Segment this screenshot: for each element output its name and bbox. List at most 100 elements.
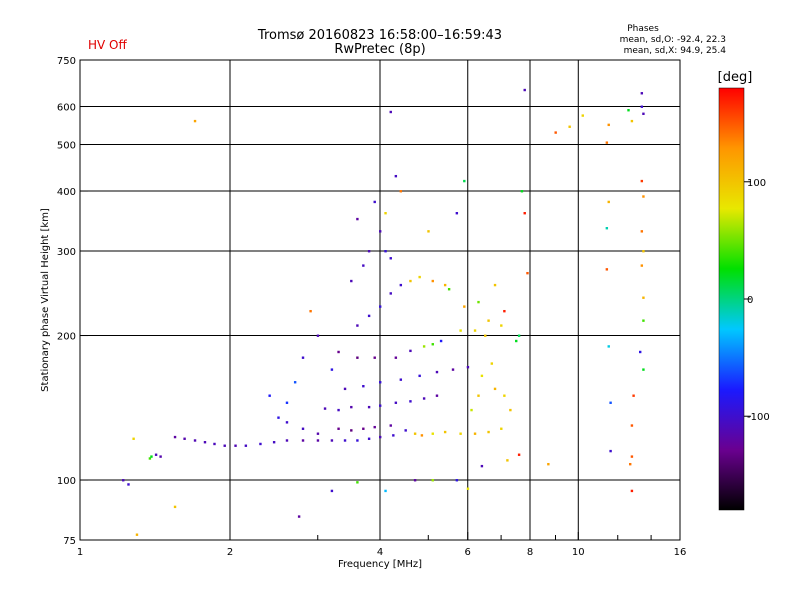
data-point [413, 432, 417, 435]
data-point [259, 442, 262, 446]
data-point [607, 200, 610, 204]
status-label: HV Off [88, 38, 127, 52]
data-point [435, 394, 439, 397]
data-point [373, 200, 376, 204]
colorbar [718, 87, 745, 511]
data-point [500, 324, 503, 327]
data-point [443, 283, 447, 287]
data-point [523, 88, 526, 92]
data-point [503, 309, 506, 313]
data-point [642, 296, 645, 299]
data-point [379, 230, 382, 233]
data-point [389, 292, 392, 295]
data-point [640, 264, 644, 267]
data-point [277, 416, 280, 419]
data-point [642, 112, 645, 115]
data-point [431, 479, 434, 482]
data-point [132, 437, 135, 440]
data-point [605, 268, 609, 271]
data-point [605, 227, 609, 230]
data-point [343, 387, 347, 391]
colorbar-label: [deg] [718, 70, 753, 85]
x-tick-label: 10 [572, 547, 585, 558]
data-point [301, 427, 305, 430]
grid-lines [80, 60, 680, 540]
data-point [484, 334, 487, 337]
data-point [609, 401, 612, 404]
y-axis-label: Stationary phase Virtual Height [km] [40, 208, 51, 392]
data-point [389, 110, 392, 114]
data-point [487, 319, 490, 322]
data-point [418, 374, 421, 378]
data-point [268, 394, 271, 397]
data-point [394, 401, 398, 404]
data-point [547, 462, 550, 466]
y-axis: 75 100 200 300 400 500 600 750 [57, 56, 88, 547]
data-point [435, 370, 439, 374]
data-point [350, 405, 353, 409]
data-point [193, 119, 197, 123]
y-tick-label: 600 [57, 103, 76, 114]
data-point [409, 400, 412, 403]
data-point [480, 464, 484, 468]
data-point [293, 381, 297, 384]
stats-title: Phases [627, 24, 659, 34]
data-point [379, 404, 382, 407]
data-point [193, 439, 197, 442]
data-point [500, 427, 503, 430]
data-point [135, 533, 139, 536]
data-point [330, 439, 334, 442]
data-point [630, 455, 634, 458]
data-point [173, 435, 177, 439]
data-point [213, 442, 216, 446]
data-point [379, 381, 382, 384]
data-point [509, 408, 512, 412]
data-point [316, 439, 320, 442]
y-tick-label: 100 [57, 476, 76, 487]
data-point [473, 432, 477, 435]
data-point [554, 131, 557, 134]
x-tick-label: 4 [377, 547, 383, 558]
data-point [389, 424, 392, 427]
data-point [459, 432, 462, 435]
data-point [330, 368, 334, 371]
data-point [632, 394, 635, 397]
data-point [316, 432, 320, 435]
y-tick-label: 200 [57, 332, 76, 343]
data-point [379, 435, 382, 439]
data-point [642, 319, 645, 322]
data-point [122, 479, 125, 482]
data-point [203, 441, 207, 444]
data-point [466, 487, 470, 490]
data-point [459, 329, 462, 332]
data-point [581, 114, 584, 117]
data-point [389, 257, 392, 260]
data-point [297, 515, 301, 518]
data-point [148, 457, 152, 460]
data-point [409, 279, 412, 283]
data-point [379, 305, 382, 308]
data-point [630, 119, 634, 123]
data-point [422, 345, 426, 348]
x-tick-label: 16 [674, 547, 687, 558]
x-tick-label: 1 [77, 547, 83, 558]
data-point [431, 279, 434, 283]
data-point [607, 123, 610, 127]
data-point [477, 300, 480, 304]
data-point [356, 217, 359, 221]
data-point [493, 387, 497, 391]
data-point [640, 179, 644, 183]
data-point [301, 356, 305, 359]
data-point [173, 505, 177, 509]
data-point [526, 271, 529, 275]
data-point [431, 343, 434, 346]
data-point [399, 378, 403, 381]
data-point [394, 174, 398, 178]
data-point [443, 430, 447, 434]
chart-subtitle: RwPretec (8p) [334, 42, 425, 57]
data-point [285, 421, 289, 424]
data-point [490, 362, 494, 365]
y-tick-label: 750 [57, 56, 76, 67]
data-point [422, 397, 426, 400]
